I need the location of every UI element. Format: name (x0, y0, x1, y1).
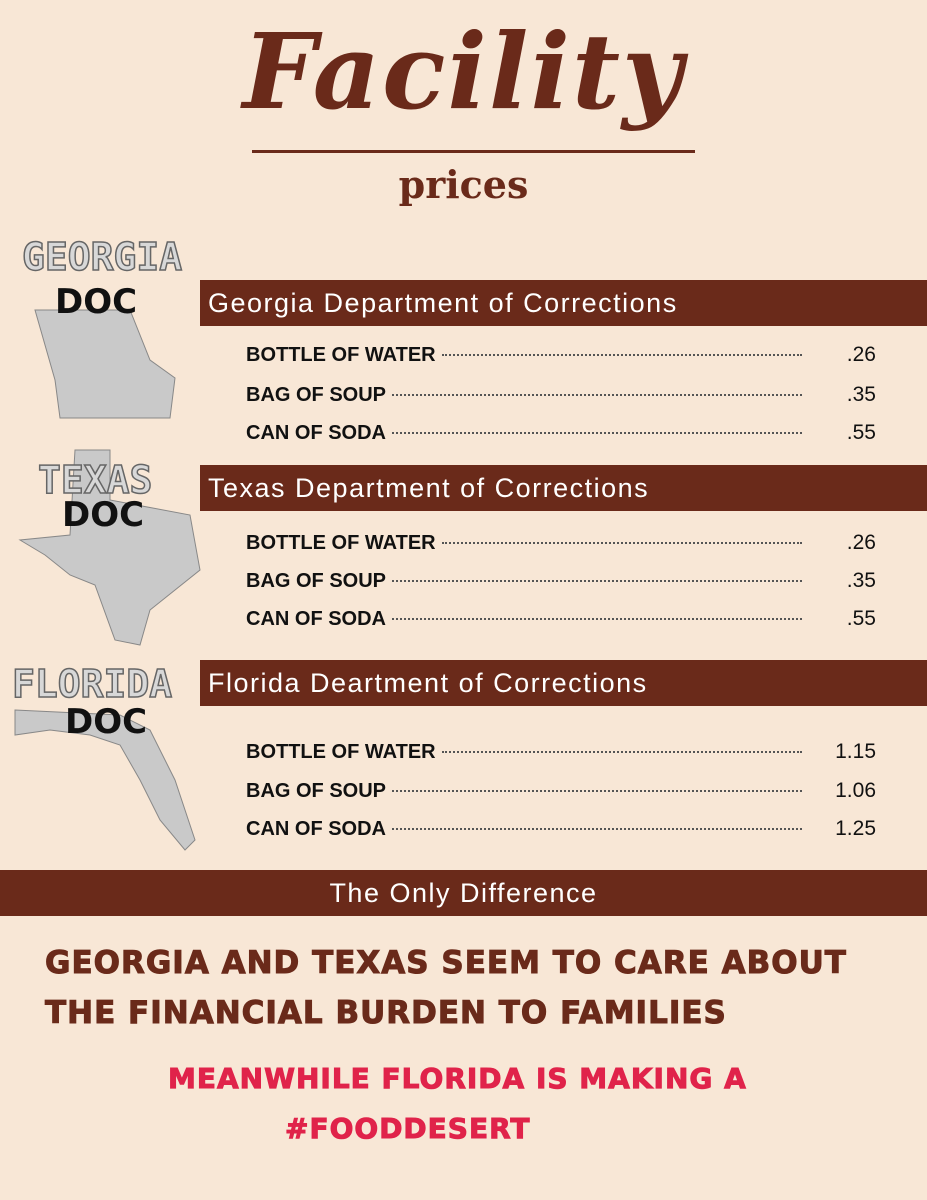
price-row: BAG OF SOUP .35 (246, 383, 876, 413)
section-heading: Texas Department of Corrections (200, 465, 927, 511)
item-price: .35 (846, 383, 876, 406)
leader-dots (392, 790, 802, 792)
item-name: CAN OF SODA (246, 422, 386, 444)
state-label: FLORIDA (11, 661, 173, 707)
price-row: BAG OF SOUP 1.06 (246, 779, 876, 809)
highlight-line: #FOODDESERT (285, 1112, 531, 1146)
highlight-line: MEANWHILE FLORIDA IS MAKING A (168, 1062, 747, 1096)
item-price: .26 (846, 531, 876, 554)
doc-label: DOC (65, 702, 148, 742)
subtitle: prices (398, 162, 529, 207)
item-name: BOTTLE OF WATER (246, 344, 436, 366)
leader-dots (441, 354, 802, 356)
leader-dots (392, 618, 802, 620)
item-price: .55 (846, 607, 876, 630)
banner: The Only Difference (0, 870, 927, 916)
doc-label: DOC (62, 495, 145, 535)
doc-label: DOC (55, 282, 138, 322)
item-name: BAG OF SOUP (246, 570, 387, 592)
item-name: CAN OF SODA (246, 608, 386, 630)
price-row: CAN OF SODA .55 (246, 607, 876, 637)
title: Facility (242, 10, 685, 133)
item-price: .35 (846, 569, 876, 592)
item-price: 1.25 (835, 817, 876, 840)
title-rule (252, 150, 695, 153)
leader-dots (392, 432, 802, 434)
leader-dots (392, 394, 802, 396)
price-row: BOTTLE OF WATER .26 (246, 531, 876, 561)
leader-dots (392, 580, 802, 582)
leader-dots (392, 828, 802, 830)
georgia-shape (34, 309, 176, 419)
message-line: THE FINANCIAL BURDEN TO FAMILIES (45, 995, 727, 1032)
florida-shape (14, 709, 196, 851)
section-heading: Florida Deartment of Corrections (200, 660, 927, 706)
price-row: CAN OF SODA .55 (246, 421, 876, 451)
item-name: BOTTLE OF WATER (246, 741, 436, 763)
item-price: 1.06 (835, 779, 876, 802)
item-name: BOTTLE OF WATER (246, 532, 436, 554)
state-label: GEORGIA (21, 234, 183, 280)
item-price: .55 (846, 421, 876, 444)
price-row: BOTTLE OF WATER .26 (246, 343, 876, 373)
texas-shape (18, 449, 201, 646)
price-row: BAG OF SOUP .35 (246, 569, 876, 599)
item-name: BAG OF SOUP (246, 780, 387, 802)
state-shapes (14, 309, 201, 851)
item-name: BAG OF SOUP (246, 384, 387, 406)
leader-dots (441, 542, 802, 544)
item-price: .26 (846, 343, 876, 366)
item-price: 1.15 (835, 740, 876, 763)
leader-dots (441, 751, 802, 753)
price-row: BOTTLE OF WATER 1.15 (246, 740, 876, 770)
message-line: GEORGIA AND TEXAS SEEM TO CARE ABOUT (45, 945, 847, 982)
state-label: TEXAS (37, 457, 153, 503)
section-heading: Georgia Department of Corrections (200, 280, 927, 326)
price-row: CAN OF SODA 1.25 (246, 817, 876, 847)
item-name: CAN OF SODA (246, 818, 386, 840)
